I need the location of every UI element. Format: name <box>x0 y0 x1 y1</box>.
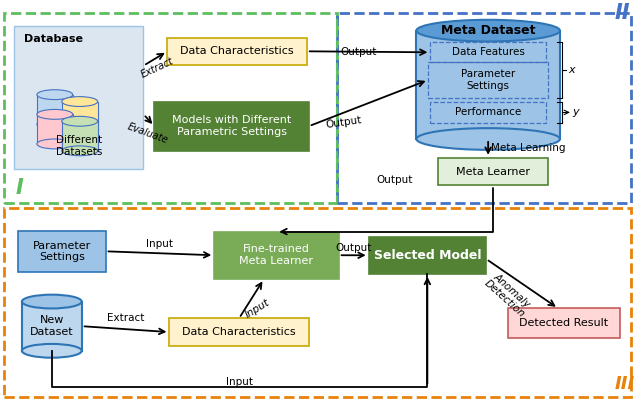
Ellipse shape <box>62 126 98 136</box>
Text: Output: Output <box>325 115 362 130</box>
Ellipse shape <box>37 90 73 100</box>
Text: Data Features: Data Features <box>452 47 525 57</box>
Text: x: x <box>568 65 575 75</box>
Text: Data Characteristics: Data Characteristics <box>182 327 296 337</box>
Text: Evaluate: Evaluate <box>125 121 169 145</box>
Text: Extract: Extract <box>107 313 144 323</box>
Text: Performance: Performance <box>455 107 521 117</box>
Text: Fine-trained
Meta Learner: Fine-trained Meta Learner <box>239 245 314 266</box>
FancyBboxPatch shape <box>508 309 620 338</box>
Polygon shape <box>37 95 73 124</box>
Ellipse shape <box>22 295 82 309</box>
Text: Models with Different
Parametric Settings: Models with Different Parametric Setting… <box>172 115 291 137</box>
Text: II: II <box>614 3 630 23</box>
Text: Selected Model: Selected Model <box>374 249 481 262</box>
FancyBboxPatch shape <box>214 232 339 279</box>
Ellipse shape <box>37 139 73 149</box>
Text: Output: Output <box>376 175 413 185</box>
Ellipse shape <box>417 20 560 41</box>
Polygon shape <box>62 121 98 151</box>
FancyBboxPatch shape <box>14 26 143 168</box>
Text: Data Characteristics: Data Characteristics <box>180 46 294 56</box>
Text: Meta Dataset: Meta Dataset <box>441 24 536 37</box>
Polygon shape <box>417 31 560 139</box>
Text: Parameter
Settings: Parameter Settings <box>461 69 515 91</box>
FancyBboxPatch shape <box>438 158 548 185</box>
Text: Database: Database <box>24 34 83 44</box>
Text: Input: Input <box>226 377 253 387</box>
Ellipse shape <box>62 97 98 107</box>
Ellipse shape <box>37 109 73 119</box>
Polygon shape <box>62 102 98 131</box>
Text: I: I <box>16 178 24 198</box>
FancyBboxPatch shape <box>154 102 309 151</box>
Polygon shape <box>37 114 73 144</box>
Text: Extract: Extract <box>140 56 175 80</box>
Text: III: III <box>614 375 635 393</box>
Ellipse shape <box>62 116 98 126</box>
Ellipse shape <box>37 119 73 129</box>
Text: Detected Result: Detected Result <box>519 318 609 328</box>
Text: y: y <box>572 107 579 117</box>
FancyBboxPatch shape <box>168 38 307 65</box>
Text: Input: Input <box>243 297 271 320</box>
Text: Output: Output <box>340 47 377 57</box>
Text: Meta Learner: Meta Learner <box>456 166 530 177</box>
FancyBboxPatch shape <box>18 230 106 272</box>
FancyBboxPatch shape <box>170 318 309 346</box>
Text: Input: Input <box>147 239 173 249</box>
Text: Output: Output <box>335 243 372 254</box>
Text: Parameter
Settings: Parameter Settings <box>33 241 91 262</box>
Text: Anomaly
Detection: Anomaly Detection <box>482 270 534 320</box>
Text: Meta Learning: Meta Learning <box>491 143 565 153</box>
Ellipse shape <box>22 344 82 358</box>
Polygon shape <box>22 302 82 351</box>
Ellipse shape <box>62 146 98 156</box>
Text: Different
Datasets: Different Datasets <box>56 135 102 157</box>
Ellipse shape <box>417 128 560 150</box>
FancyBboxPatch shape <box>369 237 486 274</box>
Text: New
Dataset: New Dataset <box>30 315 74 337</box>
